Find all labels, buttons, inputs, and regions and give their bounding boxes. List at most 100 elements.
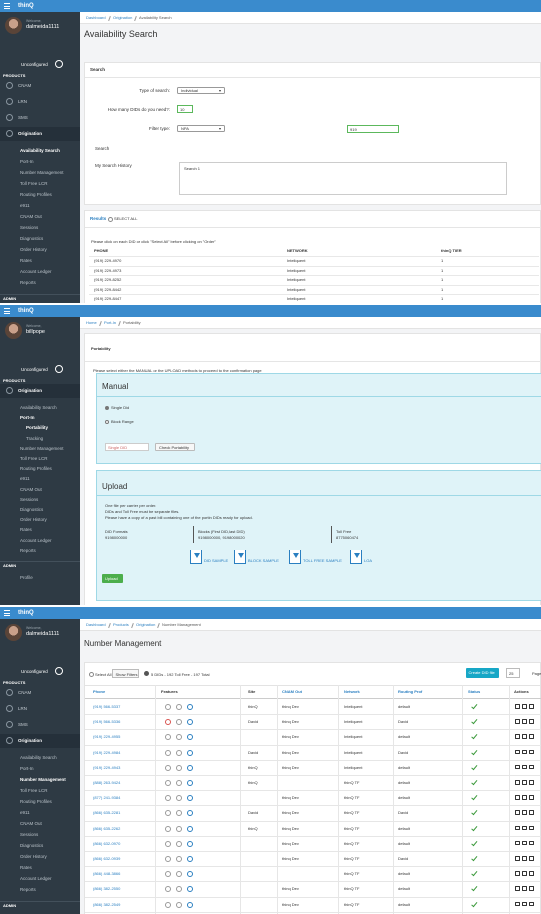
download-icon[interactable] — [190, 550, 202, 564]
subnav-item[interactable]: Availability Search — [20, 405, 57, 410]
cell[interactable]: (919) 229-4984 — [93, 749, 121, 755]
action-icon[interactable] — [515, 749, 520, 755]
subnav-item[interactable]: Account Ledger — [20, 876, 52, 881]
breadcrumb-link[interactable]: Products — [113, 622, 129, 627]
action-icon[interactable] — [522, 780, 527, 785]
column-header[interactable]: Phone — [93, 689, 106, 694]
button[interactable]: Upload — [102, 574, 123, 583]
action-icon[interactable] — [515, 719, 520, 724]
download-link[interactable]: DID SAMPLE — [204, 558, 229, 563]
feature-icon[interactable] — [187, 871, 193, 878]
cell[interactable]: (866) 635-2281 — [93, 810, 121, 816]
column-header[interactable]: Network — [344, 689, 360, 694]
feature-icon[interactable] — [187, 856, 193, 862]
subnav-item[interactable]: Rates — [20, 865, 32, 870]
feature-icon[interactable] — [176, 901, 182, 908]
action-icon[interactable] — [529, 856, 534, 861]
feature-icon[interactable] — [176, 704, 182, 710]
subnav-item[interactable]: Sessions — [20, 496, 39, 502]
download-icon[interactable] — [350, 550, 362, 564]
action-icon[interactable] — [529, 704, 534, 709]
feature-icon[interactable] — [176, 825, 182, 832]
feature-icon[interactable] — [165, 704, 171, 710]
breadcrumb-link[interactable]: Dashboard — [86, 622, 106, 627]
cell[interactable]: (866) 382-2550 — [93, 886, 121, 892]
nav-item[interactable]: LRN — [18, 99, 28, 104]
subnav-item[interactable]: Diagnostics — [20, 507, 44, 512]
subnav-item[interactable]: e911 — [20, 203, 30, 208]
subnav-item[interactable]: Port-In — [20, 766, 34, 771]
button[interactable]: Show Filters — [112, 669, 139, 678]
action-icon[interactable] — [522, 840, 527, 846]
action-icon[interactable] — [522, 734, 527, 739]
select-all[interactable]: Select All — [95, 671, 112, 677]
cell[interactable]: (919) 229-4943 — [93, 764, 121, 770]
action-icon[interactable] — [515, 871, 520, 876]
action-icon[interactable] — [529, 871, 534, 876]
subnav-item[interactable]: Diagnostics — [20, 843, 44, 848]
subnav-item[interactable]: Rates — [20, 527, 32, 533]
input[interactable]: 919 — [347, 125, 399, 133]
cell[interactable]: (866) 635-2262 — [93, 825, 121, 831]
feature-icon[interactable] — [176, 780, 182, 786]
nav-item[interactable]: Origination — [18, 388, 42, 393]
feature-icon[interactable] — [165, 901, 171, 908]
action-icon[interactable] — [522, 886, 527, 891]
select[interactable]: 25 — [506, 668, 520, 678]
subnav-item[interactable]: Routing Profiles — [20, 466, 52, 472]
feature-icon[interactable] — [176, 886, 182, 893]
action-icon[interactable] — [515, 840, 520, 846]
download-icon[interactable] — [234, 550, 246, 564]
subnav-item[interactable]: CNAM Out — [20, 821, 42, 826]
subnav-item[interactable]: Availability Search — [20, 148, 60, 153]
feature-icon[interactable] — [187, 901, 193, 908]
subnav-item[interactable]: Routing Profiles — [20, 192, 52, 197]
subnav-item[interactable]: Toll Free LCR — [20, 181, 48, 186]
action-icon[interactable] — [522, 764, 527, 770]
cell[interactable]: (919) 566-5336 — [93, 719, 121, 725]
breadcrumb-link[interactable]: Port-In — [104, 320, 117, 325]
action-icon[interactable] — [522, 810, 527, 815]
action-icon[interactable] — [529, 886, 534, 891]
download-link[interactable]: BLOCK SAMPLE — [248, 558, 279, 563]
pagination-label[interactable]: Page — [532, 670, 541, 676]
input[interactable]: Single DID — [105, 443, 149, 451]
feature-icon[interactable] — [165, 764, 171, 771]
cell[interactable]: (919) 229-8252 — [94, 277, 122, 282]
cell[interactable]: (888) 263-9424 — [93, 780, 121, 785]
feature-icon[interactable] — [176, 764, 182, 771]
subnav-item[interactable]: Number Management — [20, 777, 66, 782]
select-all[interactable]: SELECT ALL — [114, 216, 138, 221]
action-icon[interactable] — [522, 719, 527, 724]
subnav-item[interactable]: Number Management — [20, 170, 64, 175]
subnav-item[interactable]: Order History — [20, 247, 47, 252]
subnav-item[interactable]: Profile — [20, 575, 33, 580]
subnav-item[interactable]: Reports — [20, 280, 36, 285]
select[interactable]: NPA — [177, 125, 225, 132]
nav-item[interactable]: CNAM — [18, 690, 32, 695]
feature-icon[interactable] — [176, 734, 182, 741]
subnav-item[interactable]: Toll Free LCR — [20, 456, 48, 461]
subnav-item[interactable]: Routing Profiles — [20, 799, 52, 804]
feature-icon[interactable] — [165, 734, 171, 741]
subnav-item[interactable]: e911 — [20, 476, 30, 482]
download-link[interactable]: TOLL FREE SAMPLE — [303, 558, 342, 563]
subnav-item[interactable]: Tracking — [26, 435, 44, 441]
subnav-item[interactable]: Diagnostics — [20, 236, 44, 241]
feature-icon[interactable] — [176, 856, 182, 862]
breadcrumb-link[interactable]: Origination — [136, 622, 156, 627]
cell[interactable]: (866) 632-0970 — [93, 840, 121, 846]
feature-icon[interactable] — [165, 886, 171, 893]
feature-icon[interactable] — [165, 810, 171, 817]
subnav-item[interactable]: CNAM Out — [20, 214, 42, 219]
nav-item[interactable]: CNAM — [18, 83, 32, 88]
subnav-item[interactable]: Port-In — [20, 159, 34, 164]
subnav-item[interactable]: Port-In — [20, 415, 35, 421]
nav-item[interactable]: LRN — [18, 706, 28, 711]
nav-item[interactable]: SMS — [18, 722, 28, 727]
subnav-item[interactable]: CNAM Out — [20, 486, 42, 492]
action-icon[interactable] — [529, 901, 534, 907]
column-header[interactable]: Routing Prof — [398, 689, 423, 694]
feature-icon[interactable] — [165, 719, 171, 726]
feature-icon[interactable] — [187, 825, 193, 832]
